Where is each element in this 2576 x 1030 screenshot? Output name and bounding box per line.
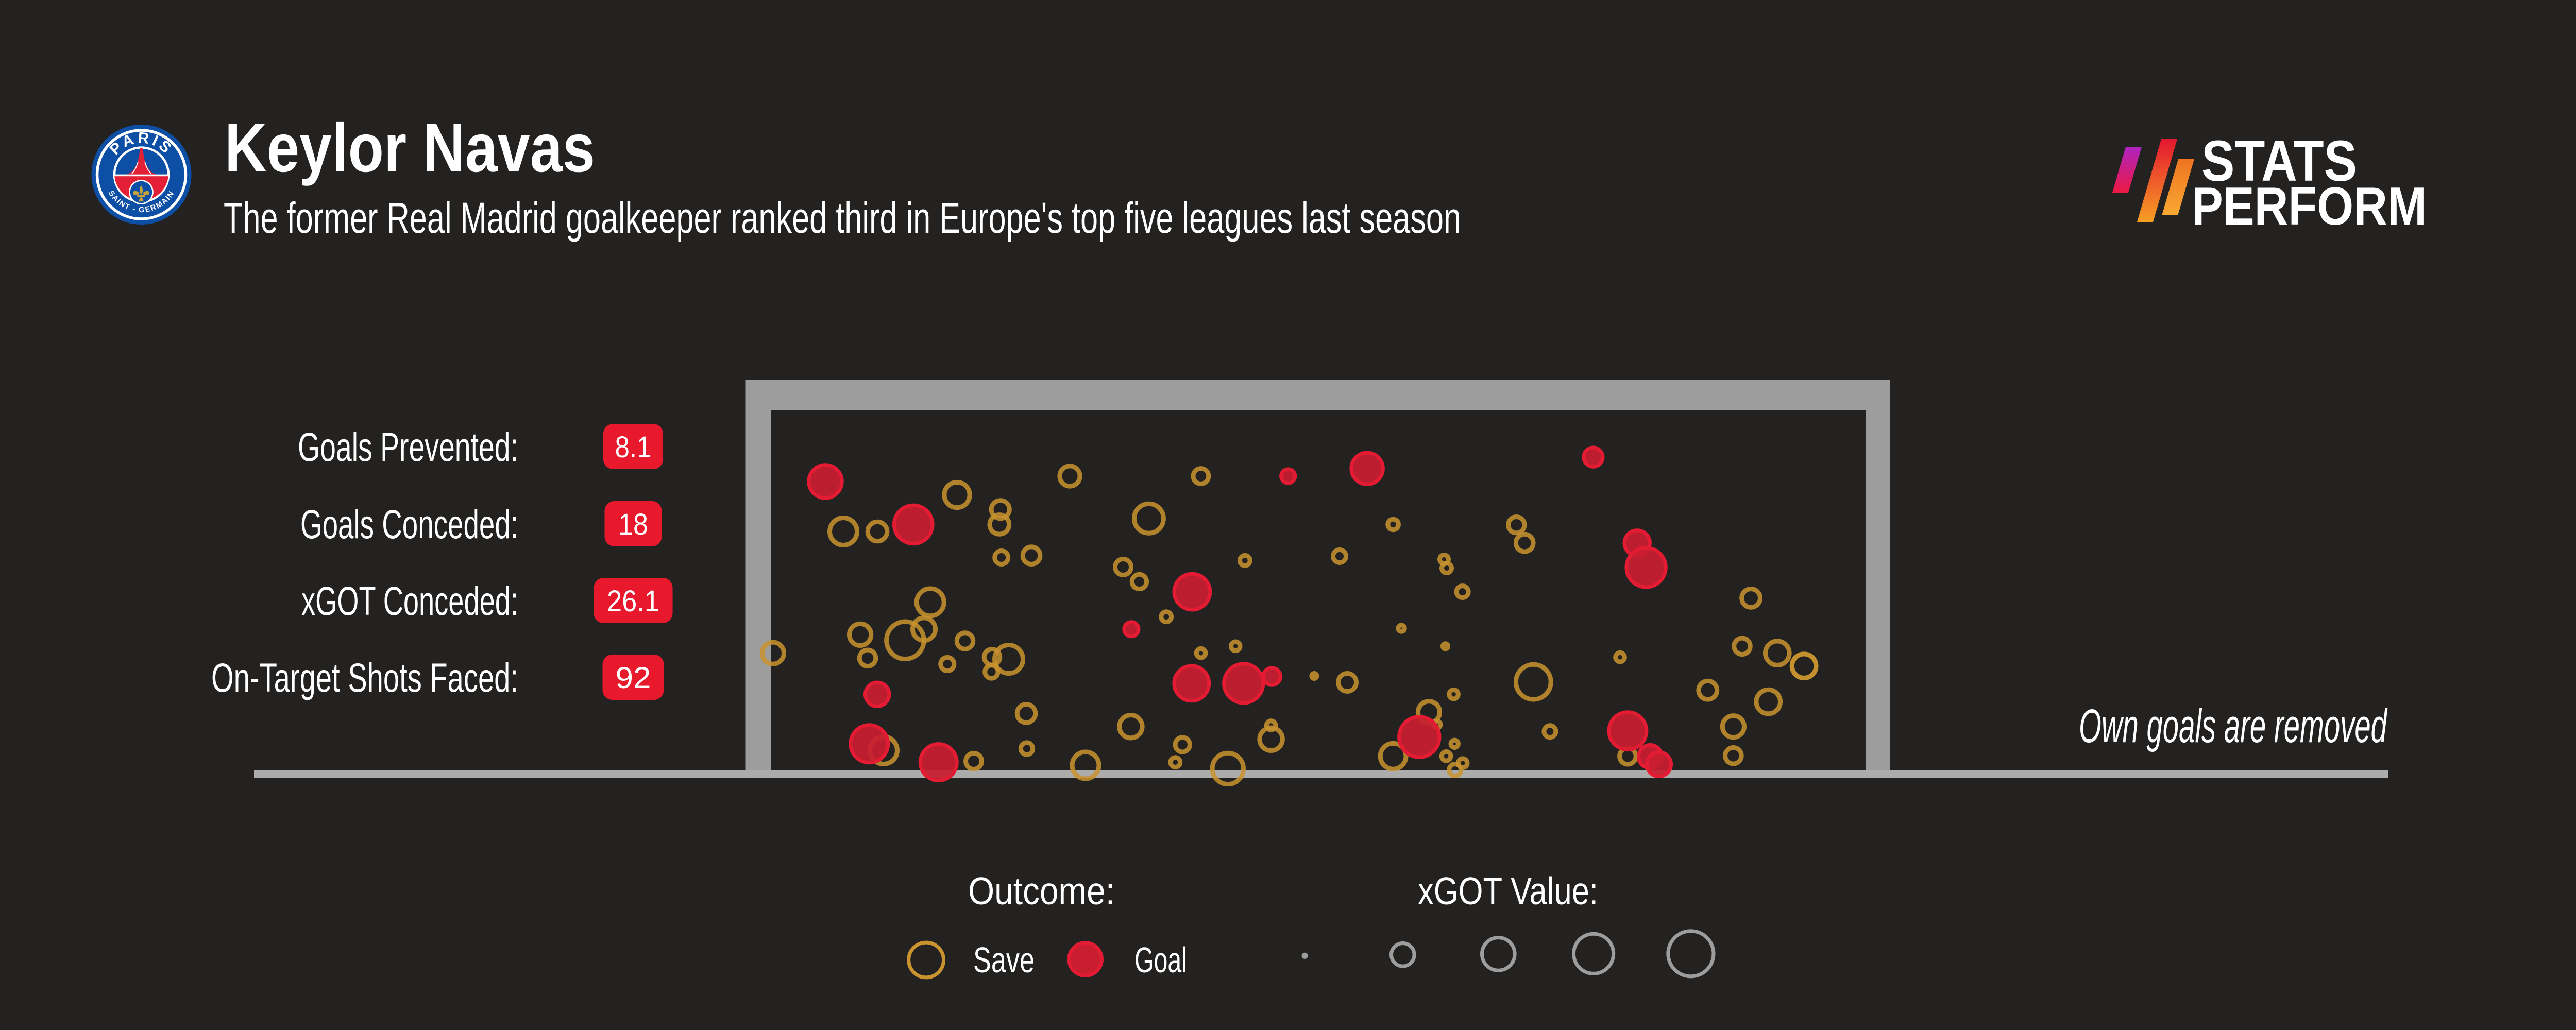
svg-text:92: 92 <box>616 661 651 695</box>
svg-text:STATS: STATS <box>2201 129 2357 193</box>
svg-text:Keylor Navas: Keylor Navas <box>225 110 595 186</box>
svg-text:xGOT Conceded:: xGOT Conceded: <box>301 578 518 624</box>
svg-text:The former Real Madrid goalkee: The former Real Madrid goalkeeper ranked… <box>224 194 1461 242</box>
svg-text:PERFORM: PERFORM <box>2192 177 2427 236</box>
svg-text:18: 18 <box>618 508 648 541</box>
svg-text:xGOT Value:: xGOT Value: <box>1418 869 1598 913</box>
svg-text:Goals Prevented:: Goals Prevented: <box>298 424 518 470</box>
svg-text:Goal: Goal <box>1134 940 1187 980</box>
svg-text:Save: Save <box>973 940 1035 980</box>
svg-text:8.1: 8.1 <box>615 431 652 464</box>
svg-text:Goals Conceded:: Goals Conceded: <box>300 501 518 547</box>
svg-text:Own goals are removed: Own goals are removed <box>2079 700 2388 752</box>
svg-text:Outcome:: Outcome: <box>968 869 1115 913</box>
svg-text:26.1: 26.1 <box>607 585 659 618</box>
svg-text:On-Target Shots Faced:: On-Target Shots Faced: <box>211 655 518 700</box>
